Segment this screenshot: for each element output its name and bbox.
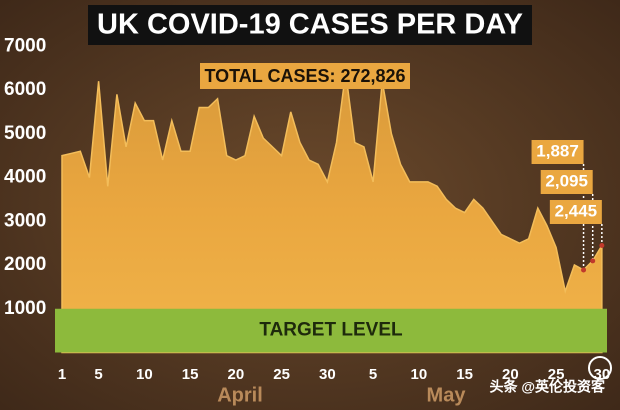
y-tick-label: 2000: [4, 254, 46, 275]
value-label-box: [549, 200, 602, 224]
x-tick-label: 10: [136, 366, 153, 383]
x-tick-label: 20: [228, 366, 245, 383]
highlight-circle: [588, 356, 612, 380]
month-label: April: [217, 384, 263, 406]
value-label: 2,445: [555, 201, 598, 220]
y-tick-label: 4000: [4, 167, 46, 188]
x-tick-label: 5: [369, 366, 377, 383]
x-tick-label: 25: [273, 366, 290, 383]
target-band: [55, 308, 607, 353]
value-label-box: [531, 140, 584, 164]
month-label: May: [427, 384, 467, 406]
x-tick-label: 20: [502, 366, 519, 383]
annotation: TOTAL CASES: 272,826: [204, 66, 405, 86]
plot: TARGET LEVEL 1000 2000 3000 4000 5000 6000 7000…: [4, 35, 610, 383]
y-tick-label: 5000: [4, 123, 46, 144]
watermark: 头条 @英伦投资客: [489, 379, 606, 395]
x-tick-label: 1: [58, 366, 66, 383]
x-tick-label: 25: [548, 366, 565, 383]
x-tick-label: 5: [94, 366, 102, 383]
x-tick-label: 30: [319, 366, 336, 383]
x-tick-label: 15: [456, 366, 473, 383]
value-label: 2,095: [545, 171, 588, 190]
x-tick-label: 15: [182, 366, 199, 383]
value-label: 1,887: [536, 141, 579, 160]
x-tick-label: 10: [411, 366, 428, 383]
y-tick-label: 6000: [4, 79, 46, 100]
point: [581, 267, 587, 273]
y-tick-label: 1000: [4, 298, 46, 319]
point: [590, 258, 596, 264]
value-label-box: [540, 170, 593, 194]
title-box: [88, 5, 532, 45]
y-tick-label: 7000: [4, 35, 46, 56]
target-label: TARGET LEVEL: [259, 320, 403, 341]
point: [599, 243, 605, 249]
y-tick-label: 3000: [4, 210, 46, 231]
chart-title: UK COVID-19 CASES PER DAY: [97, 9, 523, 41]
annotation-box: [200, 63, 410, 89]
